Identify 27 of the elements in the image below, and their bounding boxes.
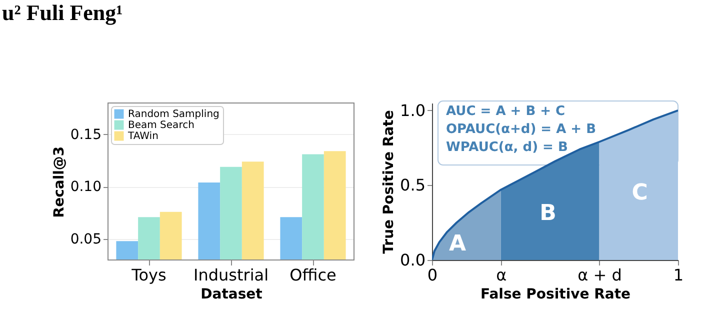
series-label: B [540,200,556,226]
x-axis-title: Dataset [200,286,263,302]
y-tick-label: 1.0 [400,100,426,120]
x-tick-label: Office [290,266,336,284]
y-axis-title: True Positive Rate [381,110,398,254]
annotation: AUC = A + B + C [446,104,566,119]
y-tick-label: 0.10 [70,179,102,196]
y-tick-label: 0.5 [400,176,426,195]
annotation: WPAUC(α, d) = B [446,140,568,155]
legend-label: TAWin [127,131,158,142]
annotation: OPAUC(α+d) = A + B [446,122,596,137]
x-tick-label: α + d [578,266,622,284]
y-axis-title: Recall@3 [51,146,68,218]
legend-label: Beam Search [128,120,194,131]
legend-label: Random Sampling [128,109,220,120]
y-tick-label: 0.0 [400,250,426,270]
x-tick-label: 1 [673,266,684,284]
series-label: C [632,180,648,206]
text: u² Fuli Feng¹ [2,0,123,25]
y-tick-label: 0.05 [70,232,102,248]
x-axis-title: False Positive Rate [480,286,631,302]
series-label: A [449,231,466,256]
x-tick-label: 0 [427,266,438,284]
x-tick-label: Industrial [193,266,269,284]
x-tick-label: Toys [130,266,166,284]
x-tick-label: α [496,266,507,284]
y-tick-label: 0.15 [70,126,102,143]
